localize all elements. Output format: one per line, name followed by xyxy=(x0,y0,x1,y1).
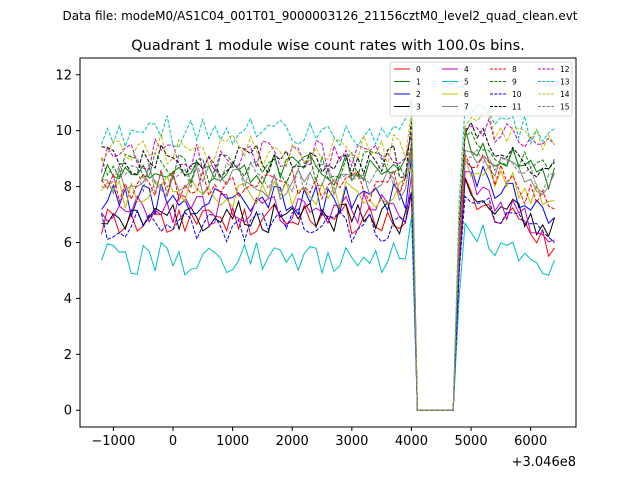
legend-label-9: 9 xyxy=(512,78,517,87)
legend-label-11: 11 xyxy=(512,103,522,112)
y-axis: 0 2 4 6 8 10 12 xyxy=(55,68,80,419)
x-axis: −1000 0 1000 2000 3000 4000 5000 6000 xyxy=(91,427,547,449)
legend-label-14: 14 xyxy=(560,90,570,99)
legend-label-7: 7 xyxy=(464,103,469,112)
x-tick-label: 4000 xyxy=(395,434,428,449)
legend-label-1: 1 xyxy=(416,78,421,87)
chart-title: Quadrant 1 module wise count rates with … xyxy=(131,38,525,54)
y-tick-label: 12 xyxy=(55,68,72,83)
legend-label-5: 5 xyxy=(464,78,469,87)
x-tick-label: 2000 xyxy=(276,434,309,449)
legend-label-15: 15 xyxy=(560,103,570,112)
legend-label-2: 2 xyxy=(416,90,421,99)
x-tick-label: 6000 xyxy=(514,434,547,449)
series-line-9 xyxy=(101,130,555,411)
x-tick-label: −1000 xyxy=(91,434,135,449)
y-tick-label: 6 xyxy=(64,236,72,251)
legend-box xyxy=(389,61,573,117)
suptitle: Data file: modeM0/AS1C04_001T01_90000031… xyxy=(62,9,577,23)
series-line-6 xyxy=(101,157,555,411)
x-tick-label: 0 xyxy=(169,434,177,449)
series-line-3 xyxy=(101,178,555,411)
series-line-10 xyxy=(101,192,555,411)
legend-label-3: 3 xyxy=(416,103,421,112)
legend-label-13: 13 xyxy=(560,78,570,87)
y-tick-label: 10 xyxy=(55,124,72,139)
y-tick-label: 8 xyxy=(64,180,72,195)
series-line-4 xyxy=(101,170,555,411)
legend-label-10: 10 xyxy=(512,90,522,99)
series-line-15 xyxy=(101,148,555,411)
y-tick-label: 4 xyxy=(64,292,72,307)
legend-label-6: 6 xyxy=(464,90,469,99)
x-tick-label: 5000 xyxy=(455,434,488,449)
legend-label-4: 4 xyxy=(464,65,469,74)
series-line-7 xyxy=(101,149,555,411)
series-line-14 xyxy=(101,109,555,411)
series-line-2 xyxy=(101,157,555,411)
y-tick-label: 2 xyxy=(64,348,72,363)
x-tick-label: 3000 xyxy=(335,434,368,449)
x-tick-label: 1000 xyxy=(216,434,249,449)
plot-lines xyxy=(101,98,555,411)
legend-label-0: 0 xyxy=(416,65,421,74)
legend-label-8: 8 xyxy=(512,65,517,74)
series-line-11 xyxy=(101,120,555,411)
legend-label-12: 12 xyxy=(560,65,570,74)
series-line-5 xyxy=(101,216,555,411)
x-offset-label: +3.046e8 xyxy=(512,455,576,470)
y-tick-label: 0 xyxy=(64,404,72,419)
